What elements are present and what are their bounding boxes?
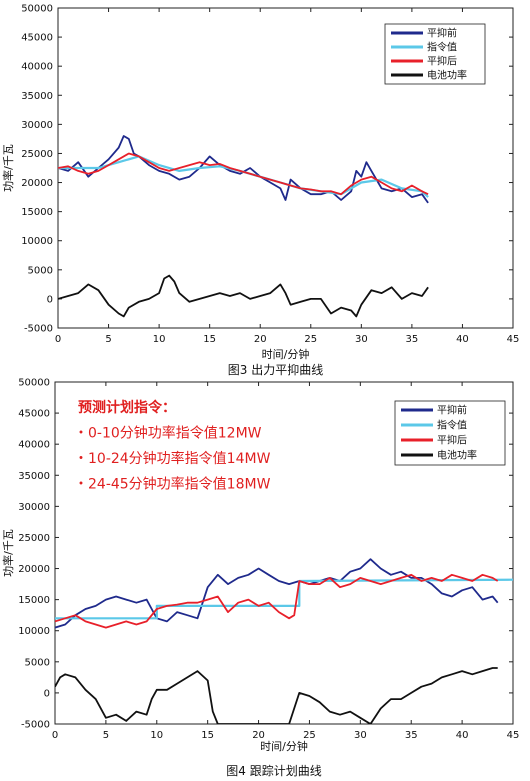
y-tick-label: 40000 bbox=[18, 440, 50, 451]
y-tick-label: 45000 bbox=[18, 409, 50, 420]
y-tick-label: 25000 bbox=[18, 533, 50, 544]
x-tick-label: 35 bbox=[405, 730, 418, 741]
legend-label: 电池功率 bbox=[427, 69, 467, 82]
x-tick-label: 0 bbox=[52, 730, 58, 741]
legend-label: 指令值 bbox=[427, 41, 457, 54]
y-tick-label: 30000 bbox=[18, 502, 50, 513]
y-tick-label: 10000 bbox=[21, 236, 53, 247]
series-group bbox=[58, 135, 429, 318]
series-group bbox=[55, 558, 513, 724]
legend-label: 指令值 bbox=[437, 419, 467, 432]
annotation-line: ・0-10分钟功率指令值12MW bbox=[74, 425, 262, 442]
x-tick-label: 20 bbox=[252, 730, 265, 741]
y-tick-label: 5000 bbox=[28, 265, 53, 276]
y-tick-label: 20000 bbox=[18, 564, 50, 575]
annotation-line: ・10-24分钟功率指令值14MW bbox=[74, 450, 271, 467]
x-tick-label: 25 bbox=[304, 334, 317, 345]
chart-4: -500005000100001500020000250003000035000… bbox=[1, 378, 519, 779]
x-tick-label: 10 bbox=[150, 730, 163, 741]
y-axis-label: 功率/千瓦 bbox=[1, 144, 15, 192]
figure-caption: 图4 跟踪计划曲线 bbox=[226, 764, 321, 778]
series-line-2 bbox=[55, 578, 513, 620]
series-line-3 bbox=[58, 152, 429, 196]
y-tick-label: 50000 bbox=[18, 378, 50, 389]
x-tick-label: 40 bbox=[456, 730, 469, 741]
x-tick-label: 30 bbox=[354, 730, 367, 741]
x-tick-label: 30 bbox=[355, 334, 368, 345]
y-tick-label: 40000 bbox=[21, 62, 53, 73]
y-tick-label: 5000 bbox=[25, 657, 50, 668]
y-tick-label: 50000 bbox=[21, 4, 53, 15]
y-tick-label: 35000 bbox=[21, 91, 53, 102]
annotation-line: ・24-45分钟功率指令值18MW bbox=[74, 476, 271, 493]
y-tick-label: 15000 bbox=[21, 207, 53, 218]
x-tick-label: 15 bbox=[203, 334, 216, 345]
x-tick-label: 5 bbox=[103, 730, 109, 741]
x-tick-label: 45 bbox=[507, 334, 520, 345]
series-line-3 bbox=[55, 573, 499, 629]
annotation-title: 预测计划指令： bbox=[78, 399, 176, 416]
x-tick-label: 5 bbox=[105, 334, 111, 345]
legend-label: 平抑后 bbox=[427, 56, 457, 68]
x-tick-label: 25 bbox=[303, 730, 316, 741]
legend-label: 平抑前 bbox=[437, 404, 467, 417]
y-axis-label: 功率/千瓦 bbox=[1, 529, 15, 577]
series-line-1 bbox=[58, 135, 429, 204]
x-tick-label: 40 bbox=[456, 334, 469, 345]
annotation: 预测计划指令： ・0-10分钟功率指令值12MW ・10-24分钟功率指令值14MW… bbox=[74, 399, 271, 493]
series-line-4 bbox=[55, 667, 498, 724]
x-tick-label: 35 bbox=[406, 334, 419, 345]
y-tick-label: -5000 bbox=[21, 720, 50, 731]
x-axis-label: 时间/分钟 bbox=[260, 739, 308, 753]
y-tick-label: 30000 bbox=[21, 120, 53, 131]
y-tick-label: 10000 bbox=[18, 626, 50, 637]
x-tick-label: 10 bbox=[153, 334, 166, 345]
x-tick-label: 20 bbox=[254, 334, 267, 345]
y-tick-label: 0 bbox=[44, 688, 50, 699]
y-tick-label: 15000 bbox=[18, 595, 50, 606]
legend-label: 平抑前 bbox=[427, 27, 457, 40]
figure-caption: 图3 出力平抑曲线 bbox=[228, 362, 323, 377]
y-tick-label: 45000 bbox=[21, 33, 53, 44]
chart-3: -500005000100001500020000250003000035000… bbox=[1, 4, 519, 378]
x-tick-label: 15 bbox=[201, 730, 214, 741]
x-axis-label: 时间/分钟 bbox=[262, 347, 310, 361]
y-tick-label: 35000 bbox=[18, 471, 50, 482]
y-tick-label: 0 bbox=[47, 294, 53, 305]
y-tick-label: -5000 bbox=[24, 324, 53, 335]
legend-label: 平抑后 bbox=[437, 435, 467, 447]
x-tick-label: 0 bbox=[55, 334, 61, 345]
y-tick-label: 20000 bbox=[21, 178, 53, 189]
y-tick-label: 25000 bbox=[21, 149, 53, 160]
series-line-4 bbox=[58, 274, 429, 318]
legend-label: 电池功率 bbox=[437, 449, 477, 462]
x-tick-label: 45 bbox=[507, 730, 520, 741]
